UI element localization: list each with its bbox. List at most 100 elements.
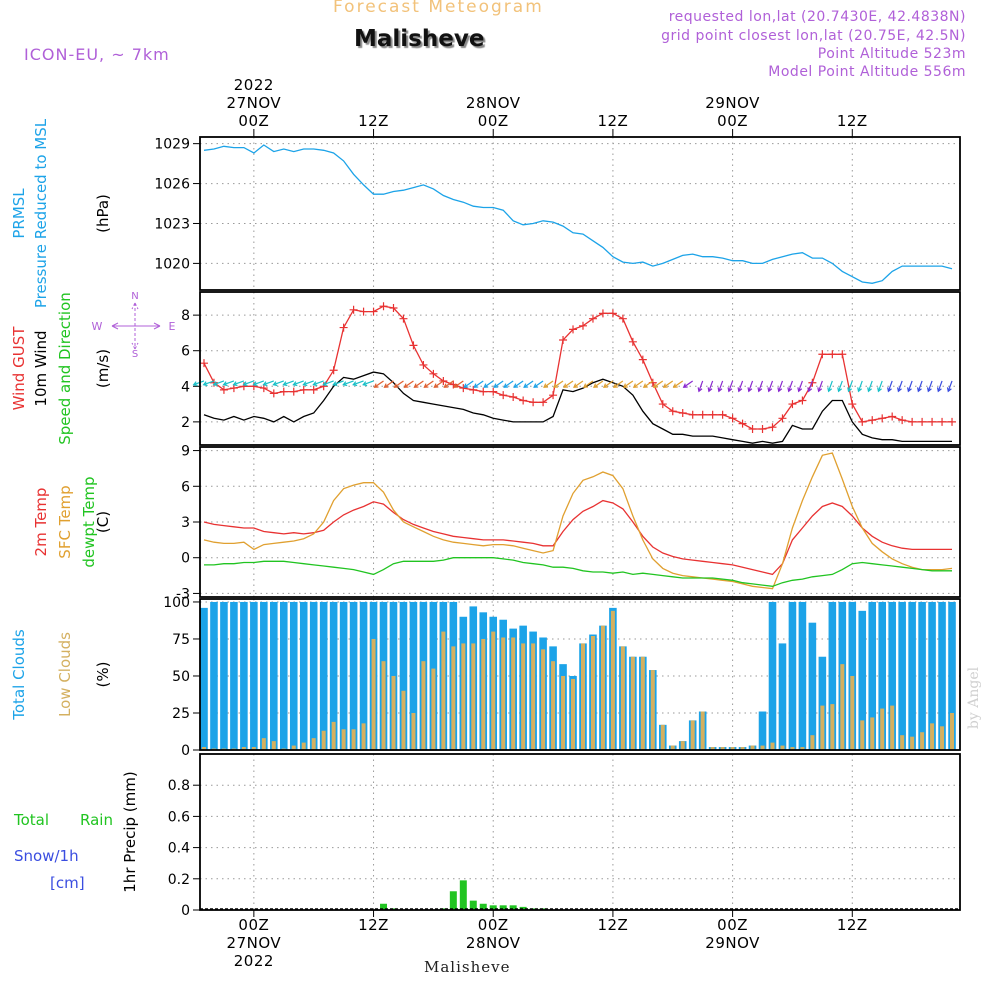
wind-arrow-head: [682, 383, 688, 388]
x-label-top: 00Z: [478, 112, 509, 130]
bar-low-clouds: [810, 735, 815, 750]
panel-frame: [199, 598, 961, 751]
y-axis-label: (hPa): [94, 194, 112, 233]
footer-location: Malisheve: [424, 958, 511, 976]
gust-marker: [778, 414, 787, 423]
bar-total-clouds: [260, 601, 268, 750]
gust-marker: [708, 410, 717, 419]
wind-arrow: [947, 380, 953, 392]
bar-total-clouds: [798, 601, 807, 750]
y-tick-label: 3: [181, 515, 190, 531]
requested-coords: requested lon,lat (20.7430E, 42.4838N): [668, 9, 966, 25]
gust-marker: [349, 305, 358, 314]
wind-arrow-head: [272, 381, 278, 387]
wind-arrow: [493, 380, 504, 388]
wind-arrow: [798, 380, 803, 392]
bar-total-clouds: [898, 601, 906, 750]
gust-marker: [818, 350, 827, 359]
wind-arrow: [828, 380, 833, 392]
bar-low-clouds: [431, 668, 436, 750]
bar-low-clouds: [650, 670, 655, 750]
bar-low-clouds: [371, 638, 376, 750]
bar-total-clouds: [220, 601, 228, 750]
bar-low-clouds: [501, 637, 506, 750]
bar-low-clouds: [590, 636, 595, 750]
wind-arrow: [778, 380, 784, 392]
compass-n: N: [131, 291, 138, 302]
gust-marker: [768, 423, 777, 432]
gust-marker: [229, 384, 238, 393]
gust-marker: [499, 391, 508, 400]
gust-marker: [868, 416, 877, 425]
side-label-cm: [cm]: [50, 874, 85, 892]
y-tick-label: 2: [181, 415, 190, 431]
series-line: [203, 144, 953, 284]
wind-arrow-head: [483, 383, 489, 388]
point-altitude: Point Altitude 523m: [817, 46, 966, 62]
gust-marker: [888, 412, 897, 421]
wind-arrow-head: [413, 383, 419, 388]
wind-arrow-head: [857, 387, 862, 393]
compass-e: E: [169, 320, 176, 333]
wind-arrow: [453, 380, 464, 388]
wind-arrow-head: [652, 383, 658, 388]
wind-arrow: [738, 380, 744, 392]
wind-arrow: [503, 380, 514, 388]
wind-arrow-head: [797, 387, 803, 393]
bar-low-clouds: [620, 646, 625, 750]
wind-arrow: [818, 380, 823, 392]
wind-arrow: [213, 380, 225, 386]
bar-low-clouds: [840, 664, 845, 750]
x-label-top: 12Z: [597, 112, 628, 130]
gust-marker: [738, 419, 747, 428]
bar-low-clouds: [930, 723, 935, 750]
location-title: Malisheve: [354, 26, 485, 52]
gust-marker: [209, 378, 218, 387]
bar-low-clouds: [600, 625, 605, 750]
bar-low-clouds: [471, 643, 476, 750]
bar-low-clouds: [940, 726, 945, 750]
y-axis-label: 1hr Precip (mm): [121, 771, 139, 892]
model-label: ICON-EU, ~ 7km: [24, 45, 170, 64]
wind-arrow-head: [463, 383, 469, 388]
bar-low-clouds: [441, 631, 446, 750]
bar-low-clouds: [830, 704, 835, 750]
side-label-total: Total: [13, 811, 49, 829]
side-label: Speed and Direction: [56, 292, 74, 445]
wind-arrow: [193, 380, 205, 386]
panel-wind: 2 4 6 8 (m/s) Wind GUST 10m Wind Speed and Dire…: [10, 291, 961, 446]
series-line: [204, 557, 952, 587]
gust-marker: [948, 417, 957, 426]
wind-arrow: [553, 380, 564, 388]
bar-total-clouds: [808, 622, 817, 750]
bar-low-clouds: [511, 637, 516, 750]
wind-arrow: [443, 380, 454, 388]
bar-total-clouds: [818, 656, 827, 750]
compass-w: W: [92, 320, 103, 333]
bar-low-clouds: [571, 678, 576, 750]
bar-low-clouds: [331, 721, 336, 750]
wind-arrow: [273, 380, 284, 386]
y-axis-label: (m/s): [94, 349, 112, 388]
bar-low-clouds: [610, 610, 615, 750]
wind-arrow: [523, 380, 534, 388]
bar-low-clouds: [860, 720, 865, 750]
gust-marker: [758, 424, 767, 433]
wind-arrow: [633, 380, 644, 388]
gust-marker: [389, 304, 398, 313]
bar-precip: [459, 880, 467, 910]
gust-marker: [369, 307, 378, 316]
panel-precip: 0 0.2 0.4 0.6 0.8 1hr Precip (mm) Total RainSno…: [13, 753, 961, 919]
y-tick-label: 4: [181, 379, 190, 395]
y-tick-label: 1023: [154, 216, 190, 232]
wind-arrow-head: [202, 381, 208, 387]
bar-low-clouds: [291, 745, 296, 750]
bar-low-clouds: [381, 661, 386, 750]
bar-low-clouds: [890, 705, 895, 750]
wind-arrow-head: [302, 381, 308, 387]
wind-arrow: [643, 380, 654, 388]
gust-marker: [289, 387, 298, 396]
wind-arrow: [768, 380, 774, 392]
x-label-top: 00Z: [717, 112, 748, 130]
bar-low-clouds: [401, 690, 406, 750]
